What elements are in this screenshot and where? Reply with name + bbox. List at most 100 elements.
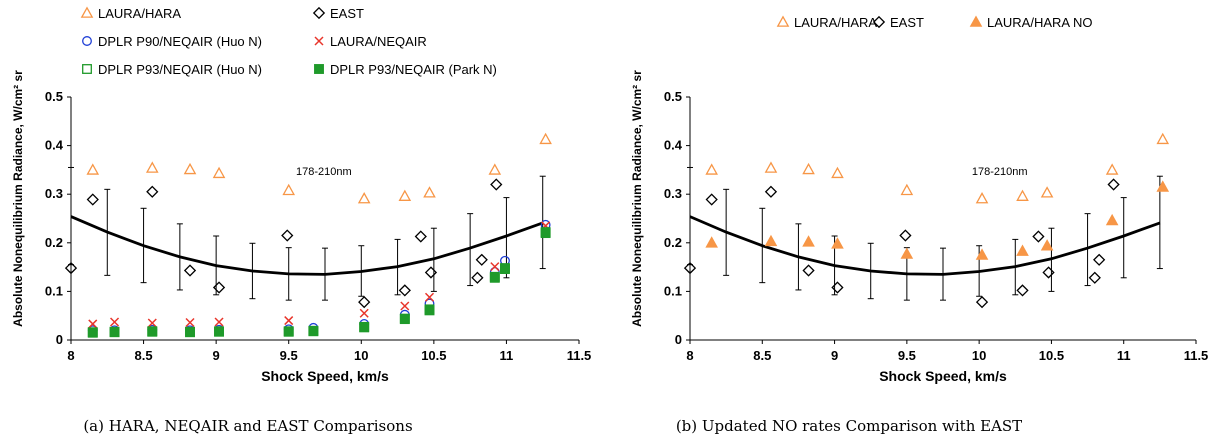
point-east	[183, 264, 197, 277]
x-tick-label: 10	[972, 348, 986, 363]
point-laura-hara	[1040, 186, 1054, 198]
point-laura-neqair	[110, 317, 120, 327]
point-dplr-p93-neqair-park-n-	[359, 322, 370, 333]
point-laura-hara-no	[1105, 213, 1119, 226]
point-east	[764, 185, 778, 198]
point-laura-neqair	[88, 319, 98, 329]
point-laura-hara	[539, 132, 552, 145]
point-dplr-p93-neqair-park-n-	[500, 264, 510, 274]
figure-caption: (b) Updated NO rates Comparison with EAS…	[676, 417, 1022, 435]
x-tick-label: 9	[831, 348, 838, 363]
y-tick-label: 0.4	[45, 138, 64, 153]
point-east	[975, 295, 989, 309]
point-east	[414, 230, 427, 243]
point-laura-hara-no	[1040, 239, 1054, 251]
point-laura-neqair	[400, 301, 410, 311]
point-laura-hara	[1105, 163, 1119, 175]
y-tick-label: 0	[56, 332, 63, 347]
legend-marker	[80, 6, 94, 18]
point-dplr-p93-neqair-park-n-	[109, 327, 120, 338]
x-tick-label: 9.5	[898, 348, 916, 363]
fit-curve-line	[70, 215, 544, 276]
point-east	[86, 193, 99, 206]
legend-marker	[969, 15, 983, 27]
point-laura-neqair	[359, 308, 369, 318]
x-tick-label: 11.5	[1184, 348, 1209, 363]
point-laura-hara	[900, 183, 914, 196]
point-east	[146, 185, 159, 198]
point-laura-hara	[488, 163, 502, 175]
point-laura-hara-no	[705, 236, 718, 248]
legend-label: DPLR P93/NEQAIR (Huo N)	[98, 62, 262, 77]
point-laura-neqair	[424, 292, 435, 302]
point-laura-hara	[357, 192, 371, 204]
point-laura-hara	[398, 189, 412, 201]
y-tick-label: 0.2	[45, 235, 63, 250]
point-laura-hara	[282, 183, 296, 196]
x-tick-label: 11	[500, 348, 514, 363]
x-tick-label: 9	[213, 348, 220, 363]
point-laura-hara-no	[831, 237, 844, 249]
x-tick-label: 8	[67, 348, 74, 363]
y-tick-label: 0.1	[664, 283, 682, 298]
point-laura-hara	[423, 186, 436, 198]
point-east	[1093, 253, 1106, 266]
x-tick-label: 11.5	[567, 348, 592, 363]
fit-curve-line	[689, 215, 1161, 276]
legend-label: EAST	[330, 6, 364, 21]
x-axis-label: Shock Speed, km/s	[879, 368, 1007, 384]
legend-marker	[872, 15, 886, 29]
legend-marker	[314, 64, 324, 74]
chart-panel-a: 0 0.1 0.2 0.3 0.4 0.5 8 8.5 9 9.5 10 10.5 11 11.5 Shoc…	[11, 6, 591, 435]
point-east	[683, 261, 697, 275]
point-laura-neqair	[214, 317, 224, 327]
point-dplr-p93-neqair-park-n-	[424, 305, 435, 316]
point-dplr-p93-neqair-park-n-	[489, 272, 500, 283]
legend-label: LAURA/NEQAIR	[330, 34, 427, 49]
point-laura-hara	[975, 192, 989, 204]
point-east	[475, 253, 488, 266]
y-tick-label: 0.5	[45, 89, 63, 104]
legend-label: LAURA/HARA	[98, 6, 181, 21]
point-laura-hara-no	[802, 235, 815, 247]
point-laura-hara	[1156, 132, 1170, 145]
point-dplr-p93-neqair-park-n-	[308, 326, 319, 337]
point-east	[424, 266, 438, 279]
legend-marker	[776, 15, 790, 27]
x-tick-label: 8.5	[135, 348, 153, 363]
point-east	[705, 193, 718, 206]
x-tick-label: 9.5	[280, 348, 298, 363]
annotation-label: 178-210nm	[972, 166, 1028, 178]
point-laura-hara	[802, 162, 815, 175]
legend-label: LAURA/HARA NO	[987, 15, 1092, 30]
point-laura-neqair	[185, 317, 195, 328]
point-laura-neqair	[490, 262, 500, 272]
point-east	[1032, 230, 1045, 243]
point-dplr-p93-neqair-park-n-	[185, 327, 195, 338]
legend-label: DPLR P93/NEQAIR (Park N)	[330, 62, 497, 77]
point-dplr-p93-neqair-park-n-	[214, 326, 224, 337]
annotation-label: 178-210nm	[296, 166, 352, 178]
point-east	[471, 271, 484, 284]
y-tick-label: 0.5	[664, 89, 682, 104]
point-laura-neqair	[284, 316, 294, 326]
y-axis-label: Absolute Nonequilibrium Radiance, W/cm² …	[11, 70, 25, 327]
point-east	[490, 178, 503, 191]
point-laura-hara	[145, 161, 159, 173]
x-tick-label: 8	[686, 348, 693, 363]
legend-marker	[82, 64, 92, 74]
point-dplr-p93-neqair-park-n-	[540, 228, 551, 239]
legend-label: EAST	[890, 15, 924, 30]
point-east	[281, 229, 294, 242]
point-laura-hara	[1016, 189, 1029, 201]
point-dplr-p93-neqair-park-n-	[283, 326, 294, 337]
legend-label: LAURA/HARA	[794, 15, 877, 30]
point-laura-hara	[86, 163, 100, 175]
point-laura-hara	[212, 166, 226, 179]
x-tick-label: 10.5	[421, 348, 446, 363]
legend-marker	[314, 36, 324, 46]
point-dplr-p93-neqair-park-n-	[87, 327, 98, 338]
point-east	[212, 281, 226, 294]
point-laura-hara-no	[900, 247, 914, 259]
